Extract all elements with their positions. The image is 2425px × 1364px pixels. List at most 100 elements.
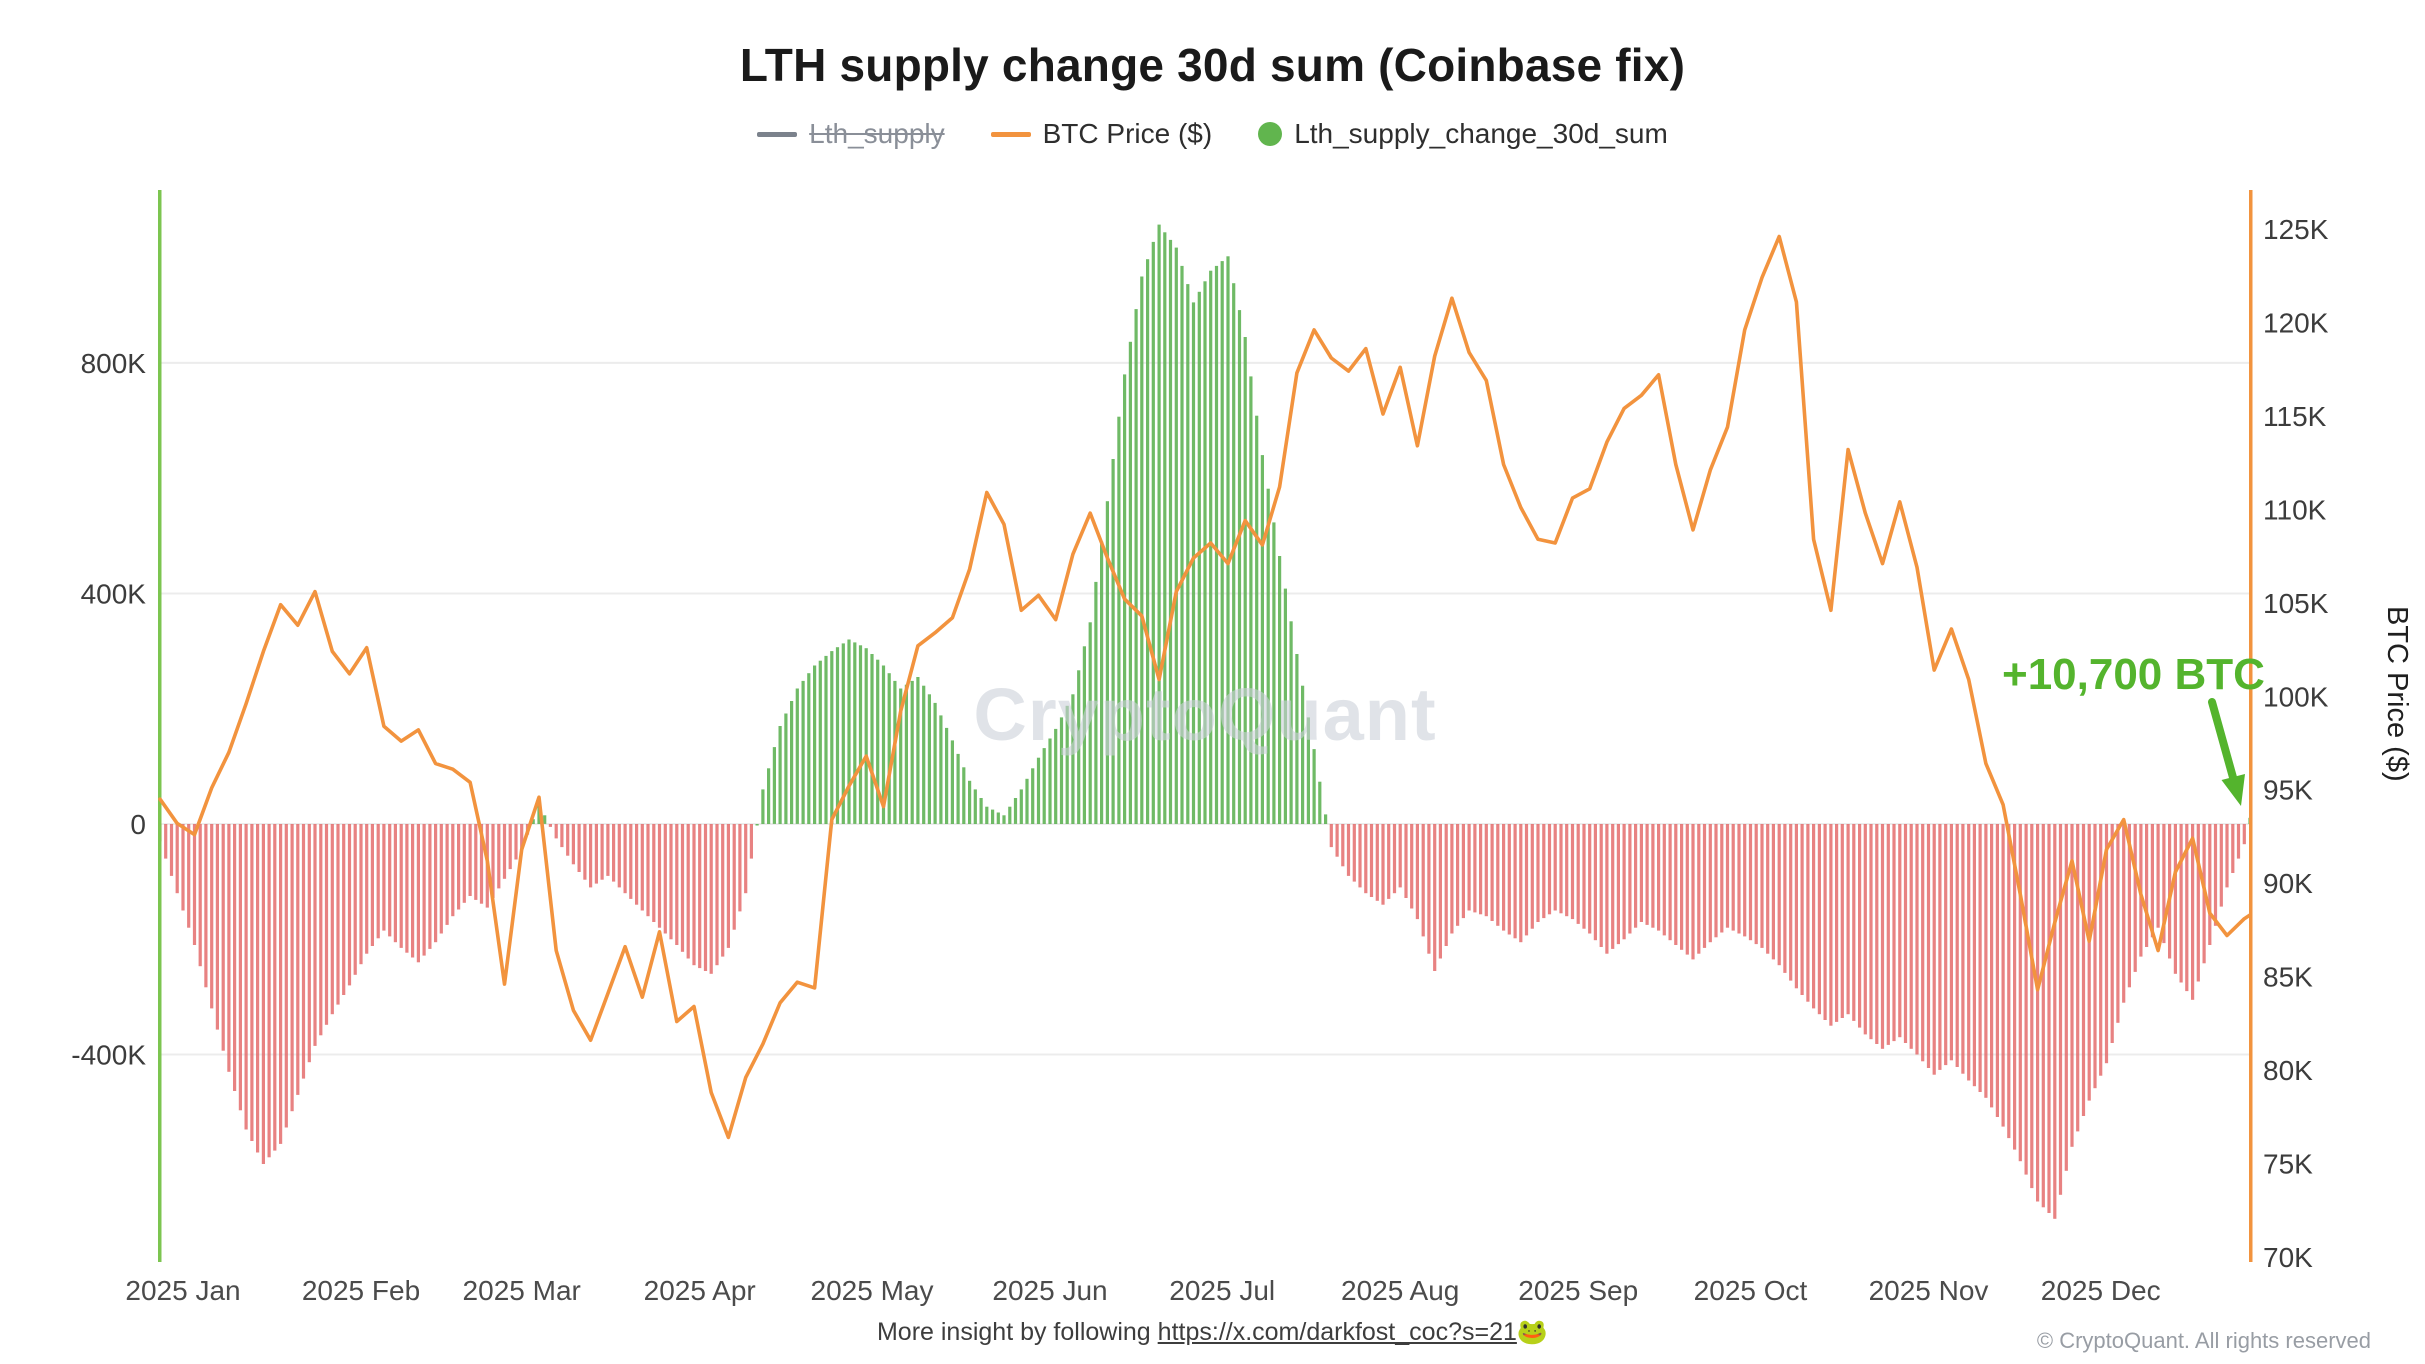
supply-bar bbox=[365, 824, 369, 954]
supply-bars bbox=[158, 224, 2252, 1219]
x-axis-tick-label: 2025 Mar bbox=[463, 1275, 581, 1306]
supply-bar bbox=[1111, 459, 1115, 824]
supply-bar bbox=[1967, 824, 1971, 1081]
supply-bar bbox=[1427, 824, 1431, 954]
supply-bar bbox=[1278, 556, 1282, 824]
supply-bar bbox=[1433, 824, 1437, 971]
supply-bar bbox=[2030, 824, 2034, 1189]
supply-bar bbox=[841, 643, 845, 824]
supply-bar bbox=[600, 824, 604, 880]
supply-bar bbox=[858, 645, 863, 824]
supply-bar bbox=[233, 824, 237, 1091]
supply-bar bbox=[1903, 824, 1908, 1043]
supply-bar bbox=[1680, 824, 1684, 950]
supply-bar bbox=[238, 824, 242, 1111]
supply-bar bbox=[2145, 824, 2149, 947]
right-axis-title: BTC Price ($) bbox=[2381, 606, 2413, 782]
supply-bar bbox=[1789, 824, 1793, 981]
supply-bar bbox=[267, 824, 271, 1158]
supply-bar bbox=[1381, 824, 1385, 905]
supply-bar bbox=[623, 824, 627, 894]
supply-bar bbox=[1949, 824, 1953, 1061]
supply-bar bbox=[210, 824, 214, 1009]
supply-bar bbox=[732, 824, 736, 930]
supply-bar bbox=[1392, 824, 1397, 894]
supply-bar bbox=[824, 655, 828, 824]
supply-bar bbox=[744, 824, 748, 894]
supply-bar bbox=[1599, 824, 1603, 947]
supply-bar bbox=[1909, 824, 1913, 1049]
right-axis-tick-label: 105K bbox=[2263, 588, 2329, 619]
supply-bar bbox=[1082, 646, 1086, 824]
supply-bar bbox=[778, 726, 782, 824]
supply-bar bbox=[1645, 824, 1649, 925]
supply-bar bbox=[2093, 824, 2097, 1089]
supply-bar bbox=[1852, 824, 1856, 1021]
right-axis-line bbox=[2249, 190, 2253, 1262]
supply-bar bbox=[2122, 824, 2126, 1003]
supply-bar bbox=[1926, 824, 1931, 1068]
x-axis-tick-label: 2025 Aug bbox=[1341, 1275, 1459, 1306]
supply-bar bbox=[1008, 806, 1012, 824]
supply-bar bbox=[353, 824, 357, 975]
supply-bar bbox=[1593, 824, 1597, 941]
supply-bar bbox=[1272, 522, 1276, 824]
supply-bar bbox=[2110, 824, 2114, 1043]
supply-bar bbox=[1295, 654, 1299, 824]
supply-bar bbox=[933, 702, 937, 824]
supply-bar bbox=[560, 824, 564, 848]
supply-bar bbox=[1559, 824, 1563, 914]
supply-bar bbox=[1639, 824, 1643, 922]
supply-bar bbox=[1352, 824, 1356, 882]
supply-bar bbox=[1019, 789, 1023, 824]
supply-bar bbox=[1502, 824, 1506, 931]
supply-bar bbox=[1255, 415, 1259, 824]
supply-bar bbox=[462, 824, 466, 903]
supply-bar bbox=[502, 824, 507, 879]
supply-bar bbox=[1668, 824, 1672, 941]
supply-bar bbox=[927, 694, 931, 824]
supply-bar bbox=[2156, 824, 2160, 928]
supply-bar bbox=[2041, 824, 2045, 1208]
left-axis-line bbox=[158, 190, 162, 1262]
supply-bar bbox=[1657, 824, 1661, 931]
legend-item-lth-supply-change[interactable]: Lth_supply_change_30d_sum bbox=[1258, 118, 1668, 150]
supply-bar bbox=[1725, 824, 1730, 928]
supply-bar bbox=[1289, 621, 1293, 824]
supply-bar bbox=[1880, 824, 1885, 1049]
left-axis-tick-label: 0 bbox=[130, 809, 146, 840]
supply-bar bbox=[979, 798, 983, 824]
supply-bar bbox=[1777, 824, 1781, 966]
supply-bar bbox=[1978, 824, 1982, 1092]
supply-bar bbox=[2162, 824, 2166, 944]
supply-bar bbox=[767, 768, 771, 824]
supply-bar bbox=[1456, 824, 1460, 926]
supply-bar bbox=[439, 824, 443, 934]
supply-bar bbox=[583, 824, 587, 880]
supply-bar bbox=[2018, 824, 2022, 1162]
supply-bar bbox=[1473, 824, 1477, 913]
supply-bar bbox=[1134, 309, 1138, 825]
supply-bar bbox=[1760, 824, 1764, 948]
supply-bar bbox=[1754, 824, 1758, 945]
dot-swatch-icon bbox=[1258, 122, 1283, 146]
supply-bar bbox=[1283, 588, 1287, 824]
supply-bar bbox=[910, 680, 914, 824]
supply-bar bbox=[807, 673, 811, 824]
supply-bar bbox=[1766, 824, 1770, 954]
supply-bar bbox=[279, 824, 283, 1144]
supply-bar bbox=[1800, 824, 1804, 995]
supply-bar bbox=[790, 701, 794, 824]
supply-bar bbox=[2013, 824, 2017, 1150]
supply-bar bbox=[1197, 291, 1201, 824]
footer-link[interactable]: https://x.com/darkfost_coc?s=21 bbox=[1157, 1318, 1517, 1346]
legend-item-lth-supply[interactable]: Lth_supply bbox=[757, 118, 945, 150]
supply-bar bbox=[1938, 824, 1942, 1070]
supply-bar bbox=[445, 824, 449, 925]
right-axis-tick-label: 75K bbox=[2263, 1149, 2313, 1180]
supply-bar bbox=[1955, 824, 1959, 1067]
supply-bar bbox=[1415, 824, 1419, 920]
supply-bar bbox=[594, 824, 598, 884]
legend-item-btc-price[interactable]: BTC Price ($) bbox=[990, 118, 1212, 150]
